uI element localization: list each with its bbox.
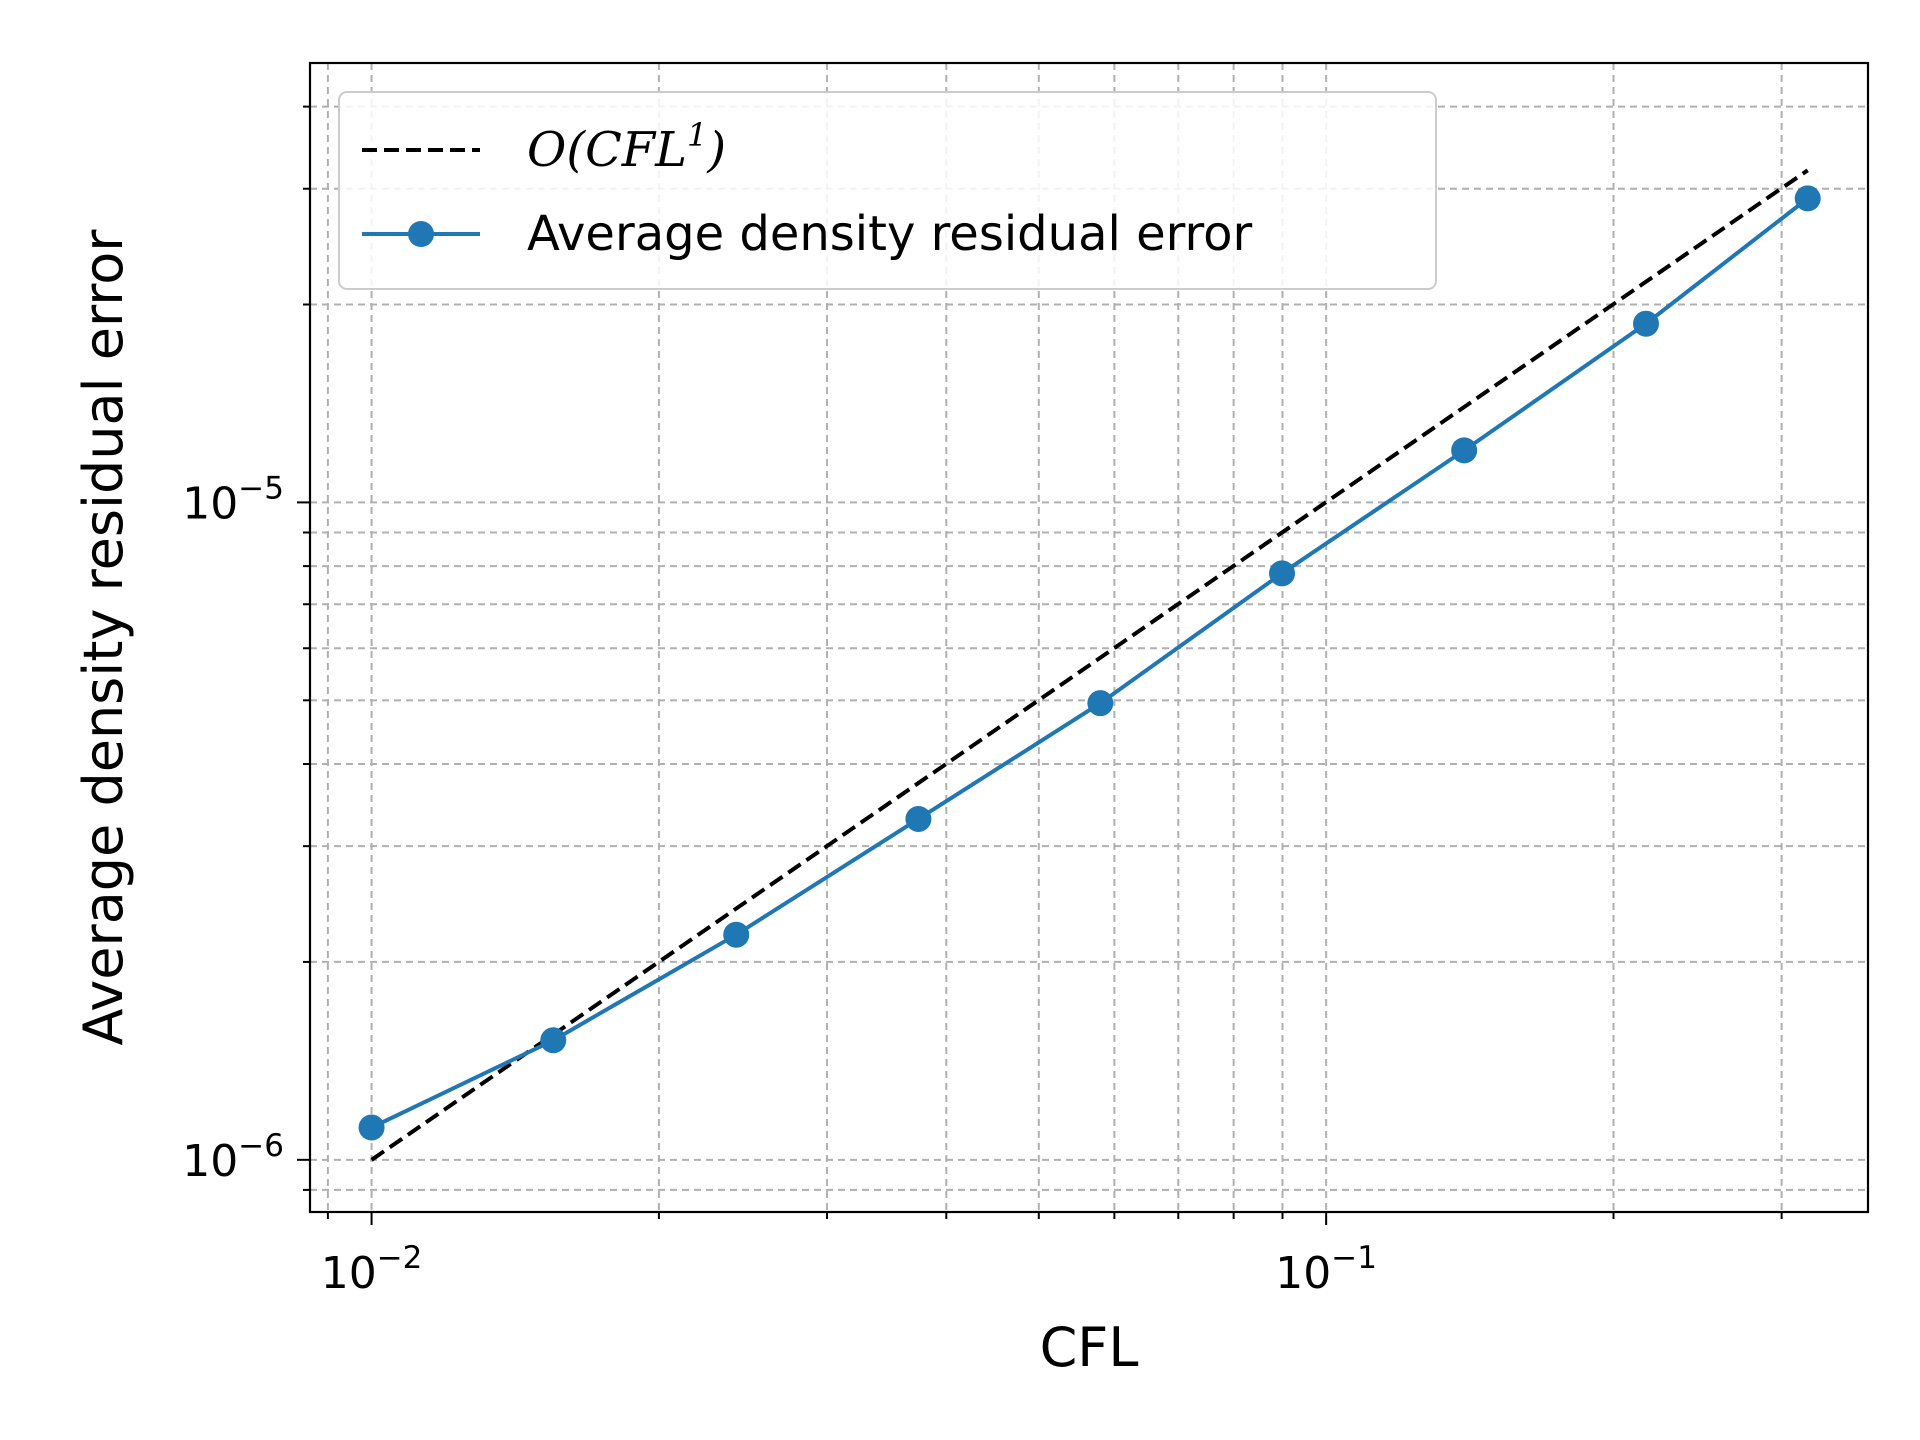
data-point bbox=[540, 1027, 567, 1054]
legend-label-density: Average density residual error bbox=[527, 206, 1253, 262]
data-point bbox=[1633, 310, 1660, 337]
x-tick-label: 10−2 bbox=[321, 1240, 423, 1299]
data-point bbox=[1269, 560, 1296, 587]
legend-label-reference-prefix: O(CFL bbox=[527, 122, 687, 178]
legend-label-reference-suffix: ) bbox=[706, 122, 726, 178]
y-tick-label: 10−6 bbox=[182, 1128, 284, 1187]
x-axis-title: CFL bbox=[1040, 1316, 1139, 1379]
legend-label-reference: O(CFL1) bbox=[527, 116, 726, 178]
axis-tick-labels: 10−2 10−110−610−5 bbox=[182, 470, 1377, 1299]
y-tick-label-exponent: −5 bbox=[238, 470, 284, 506]
data-point bbox=[1087, 690, 1114, 717]
legend-box bbox=[338, 91, 1437, 290]
y-tick-label-base: 10 bbox=[182, 478, 238, 529]
plot-series bbox=[358, 168, 1821, 1162]
grid bbox=[310, 63, 1868, 1212]
legend-swatch-density-marker bbox=[408, 221, 434, 247]
x-tick-label-exponent: −2 bbox=[377, 1240, 423, 1276]
y-tick-label: 10−5 bbox=[182, 470, 284, 529]
y-axis-title: Average density residual error bbox=[72, 229, 135, 1046]
axis-ticks bbox=[297, 105, 1783, 1225]
data-point bbox=[1794, 185, 1821, 212]
x-tick-label-base: 10 bbox=[1275, 1248, 1331, 1299]
legend: O(CFL1) Average density residual error bbox=[338, 91, 1437, 290]
data-point bbox=[723, 921, 750, 948]
y-tick-label-base: 10 bbox=[182, 1136, 238, 1187]
x-tick-label-base: 10 bbox=[321, 1248, 377, 1299]
data-point bbox=[1451, 437, 1478, 464]
reference-slope-line bbox=[370, 168, 1809, 1162]
x-tick-label-exponent: −1 bbox=[1331, 1240, 1377, 1276]
plot-frame bbox=[308, 61, 1870, 1214]
density-error-line bbox=[370, 196, 1809, 1130]
data-point bbox=[358, 1114, 385, 1141]
legend-label-reference-superscript: 1 bbox=[687, 116, 707, 154]
data-point bbox=[905, 805, 932, 832]
x-tick-label: 10−1 bbox=[1275, 1240, 1377, 1299]
y-tick-label-exponent: −6 bbox=[238, 1128, 284, 1164]
